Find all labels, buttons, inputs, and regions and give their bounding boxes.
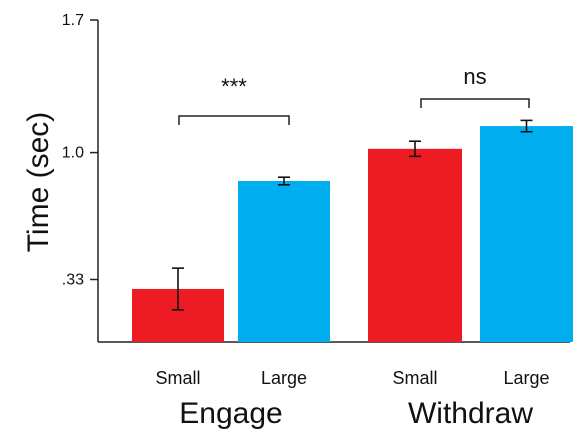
bar-large-engage — [238, 181, 330, 342]
x-category-label: Small — [392, 368, 437, 388]
y-axis-ticks: .33 1.0 1.7 — [62, 12, 98, 288]
x-group-label: Engage — [179, 397, 282, 430]
significance-bracket — [178, 115, 290, 125]
x-axis-group-labels: Engage Withdraw — [179, 397, 533, 430]
significance-bracket — [420, 98, 530, 108]
y-tick-label: 1.0 — [62, 145, 84, 162]
x-category-label: Large — [503, 368, 549, 388]
significance-label: *** — [221, 74, 247, 99]
x-category-label: Small — [155, 368, 200, 388]
y-axis-title: Time (sec) — [22, 112, 55, 253]
significance-label: ns — [463, 64, 486, 89]
y-tick-label: 1.7 — [62, 12, 84, 29]
y-tick-label: .33 — [62, 271, 84, 288]
x-group-label: Withdraw — [408, 397, 533, 430]
x-category-label: Large — [261, 368, 307, 388]
bar-large-withdraw — [480, 126, 573, 342]
bar-series — [132, 126, 573, 342]
bar-small-withdraw — [368, 148, 462, 342]
error-bars — [172, 119, 533, 311]
significance-brackets: *** ns — [178, 64, 530, 125]
x-axis-category-labels: Small Large Small Large — [155, 368, 549, 388]
